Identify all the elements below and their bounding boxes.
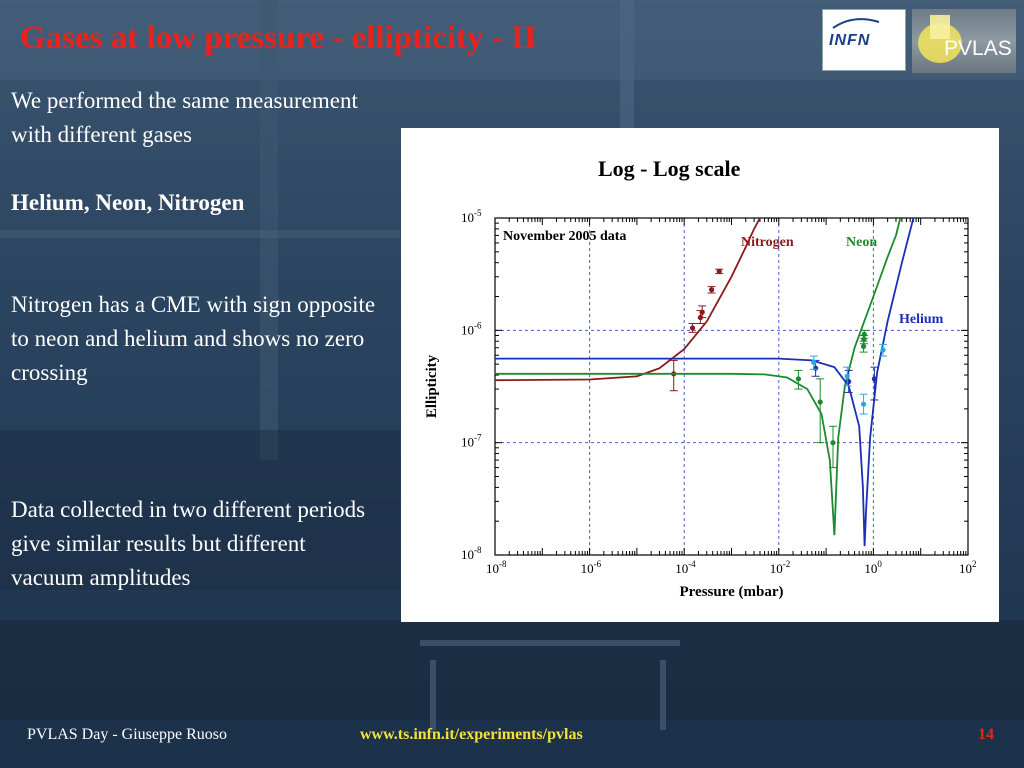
data-point xyxy=(860,343,867,349)
data-point xyxy=(795,376,802,382)
intro-text: We performed the same measurement with d… xyxy=(11,88,358,147)
data-periods-note: Data collected in two different periods … xyxy=(11,497,366,590)
data-point xyxy=(830,440,836,446)
data-point xyxy=(871,376,878,382)
data-point xyxy=(699,309,705,315)
series-label: Helium xyxy=(899,312,944,327)
chart-annotation: November 2005 data xyxy=(503,229,626,244)
series-extra-points xyxy=(809,343,888,415)
slide-title: Gases at low pressure - ellipticity - II xyxy=(20,20,537,56)
data-point xyxy=(817,399,823,405)
series-curve xyxy=(495,218,902,536)
ellipticity-chart: Log - Log scale 10-8 10-6 10-4 10-2 100 102 10-… xyxy=(424,156,977,600)
pvlas-logo-graphic xyxy=(918,15,962,63)
data-point xyxy=(844,373,850,379)
data-point xyxy=(716,268,722,274)
page-number: 14 xyxy=(978,726,994,743)
series-curve xyxy=(495,218,761,382)
series-label: Neon xyxy=(846,235,877,250)
y-axis-label: Ellipticity xyxy=(424,354,440,418)
x-tick-label: 10-4 xyxy=(675,559,696,576)
data-point xyxy=(811,359,817,365)
gases-list: Helium, Neon, Nitrogen xyxy=(11,190,245,215)
series-helium xyxy=(495,218,915,547)
x-tick-label: 10-8 xyxy=(486,559,507,576)
data-point xyxy=(709,287,715,293)
y-tick-label: 10-5 xyxy=(461,208,482,225)
chart-panel: Log - Log scale 10-8 10-6 10-4 10-2 100 102 10-… xyxy=(401,128,999,622)
y-tick-label: 10-6 xyxy=(461,320,482,337)
series-label: Nitrogen xyxy=(741,235,794,250)
infn-logo: INFN xyxy=(822,9,906,71)
y-tick-label: 10-8 xyxy=(461,545,482,562)
infn-logo-graphic xyxy=(832,18,880,29)
chart-title: Log - Log scale xyxy=(598,156,741,181)
x-tick-label: 10-2 xyxy=(770,559,791,576)
infn-wordmark: INFN xyxy=(829,32,871,49)
data-point xyxy=(880,347,886,353)
x-tick-label: 10-6 xyxy=(581,559,602,576)
series-neon xyxy=(495,218,902,536)
data-point xyxy=(689,325,696,331)
y-tick-label: 10-7 xyxy=(461,433,482,450)
x-tick-label: 102 xyxy=(959,559,977,576)
pvlas-wordmark: PVLAS xyxy=(944,37,1012,60)
x-tick-label: 100 xyxy=(864,559,882,576)
x-axis-label: Pressure (mbar) xyxy=(679,584,783,600)
plot-frame xyxy=(494,217,969,556)
nitrogen-note: Nitrogen has a CME with sign opposite to… xyxy=(11,292,376,385)
footer-author: PVLAS Day - Giuseppe Ruoso xyxy=(27,726,227,743)
pvlas-logo: PVLAS xyxy=(912,9,1016,73)
footer-link[interactable]: www.ts.infn.it/experiments/pvlas xyxy=(360,726,583,743)
data-point xyxy=(861,331,867,338)
series-nitrogen xyxy=(495,218,761,392)
grid-lines xyxy=(494,217,969,556)
axis-ticks xyxy=(494,218,968,556)
data-point xyxy=(860,401,867,407)
